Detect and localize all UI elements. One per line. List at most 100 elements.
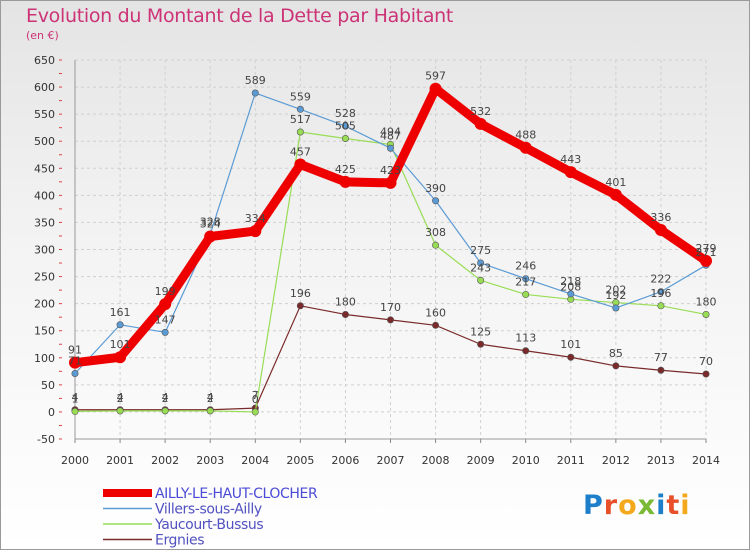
data-label: 160 xyxy=(425,306,446,319)
x-tick-label: 2000 xyxy=(61,454,89,467)
data-label: 425 xyxy=(335,163,356,176)
data-label: 487 xyxy=(380,129,401,142)
data-label: 4 xyxy=(162,391,169,404)
x-tick-label: 2008 xyxy=(422,454,450,467)
proxiti-logo: Proxiti xyxy=(583,490,691,521)
data-point xyxy=(341,122,349,130)
data-point xyxy=(114,351,127,364)
data-label: 113 xyxy=(515,332,536,345)
data-label: 275 xyxy=(470,244,491,257)
data-label: 196 xyxy=(290,287,311,300)
data-label: 488 xyxy=(515,129,536,142)
legend-label: Villers-sous-Ailly xyxy=(155,502,262,518)
y-tick-label: 350 xyxy=(34,216,55,229)
data-point xyxy=(251,89,259,97)
data-label: 2 xyxy=(162,392,169,405)
data-point xyxy=(432,197,440,205)
data-label: 334 xyxy=(245,212,266,225)
y-tick-label: 650 xyxy=(34,54,55,67)
x-tick-label: 2004 xyxy=(241,454,269,467)
x-tick-label: 2007 xyxy=(377,454,405,467)
logo-letter: x xyxy=(637,490,657,521)
logo-letter: r xyxy=(603,490,619,521)
legend-label: Ergnies xyxy=(155,533,204,549)
data-point xyxy=(204,230,217,243)
chart-subtitle: (en €) xyxy=(26,29,59,42)
data-point xyxy=(522,290,530,298)
data-label: 125 xyxy=(470,325,491,338)
data-point xyxy=(429,82,442,95)
data-label: 4 xyxy=(72,391,79,404)
data-point xyxy=(477,276,485,284)
data-label: 222 xyxy=(650,273,671,286)
data-label: 494 xyxy=(380,125,401,138)
data-label: 597 xyxy=(425,70,446,83)
y-tick-label: 400 xyxy=(34,189,55,202)
data-point xyxy=(339,175,352,188)
data-label: 7 xyxy=(252,389,259,402)
data-label: 336 xyxy=(650,211,671,224)
data-point xyxy=(609,188,622,201)
x-tick-label: 2014 xyxy=(692,454,720,467)
data-label: 208 xyxy=(560,280,581,293)
data-point xyxy=(341,135,349,143)
x-tick-label: 2013 xyxy=(647,454,675,467)
data-label: 505 xyxy=(335,120,356,133)
data-point xyxy=(700,254,712,267)
data-label: 77 xyxy=(654,351,668,364)
logo-letter: i xyxy=(680,490,691,521)
data-label: 2 xyxy=(207,392,214,405)
x-tick-label: 2002 xyxy=(151,454,179,467)
data-label: 85 xyxy=(609,347,623,360)
data-point xyxy=(612,304,620,312)
data-label: 70 xyxy=(699,355,713,368)
data-label: 517 xyxy=(290,113,311,126)
data-point xyxy=(654,224,667,237)
data-point xyxy=(296,302,304,310)
data-label: 71 xyxy=(68,354,82,367)
y-tick-label: 300 xyxy=(34,244,55,257)
x-tick-label: 2010 xyxy=(512,454,540,467)
data-label: 101 xyxy=(560,338,581,351)
series-layer xyxy=(69,82,712,416)
data-label: 101 xyxy=(110,338,131,351)
data-label: 180 xyxy=(335,295,356,308)
data-point xyxy=(296,105,304,113)
data-label: 589 xyxy=(245,74,266,87)
data-label: 559 xyxy=(290,90,311,103)
y-tick-label: 250 xyxy=(34,271,55,284)
data-point xyxy=(384,176,397,189)
data-label: 443 xyxy=(560,153,581,166)
data-point xyxy=(341,310,349,318)
data-point xyxy=(477,259,485,267)
logo-letter: i xyxy=(656,490,667,521)
data-label: 528 xyxy=(335,107,356,120)
data-point xyxy=(612,362,620,370)
data-label: 91 xyxy=(68,344,82,357)
data-label: 246 xyxy=(515,260,536,273)
y-tick-label: -50 xyxy=(37,433,55,446)
y-tick-label: 0 xyxy=(48,406,55,419)
data-point xyxy=(296,128,304,136)
data-point xyxy=(657,302,665,310)
data-label: 170 xyxy=(380,301,401,314)
x-tick-label: 2009 xyxy=(467,454,495,467)
x-tick-label: 2003 xyxy=(196,454,224,467)
data-label: 457 xyxy=(290,145,311,158)
data-point xyxy=(161,407,169,415)
data-label: 279 xyxy=(696,242,717,255)
data-label: 324 xyxy=(200,218,221,231)
data-point xyxy=(432,321,440,329)
data-label: 390 xyxy=(425,182,446,195)
data-point xyxy=(702,310,710,318)
data-label: 0 xyxy=(252,393,259,406)
data-point xyxy=(657,366,665,374)
data-point xyxy=(116,321,124,329)
data-point xyxy=(567,290,575,298)
y-tick-label: 100 xyxy=(34,352,55,365)
x-tick-label: 2006 xyxy=(331,454,359,467)
data-label: 1 xyxy=(72,392,79,405)
grid xyxy=(74,59,707,440)
